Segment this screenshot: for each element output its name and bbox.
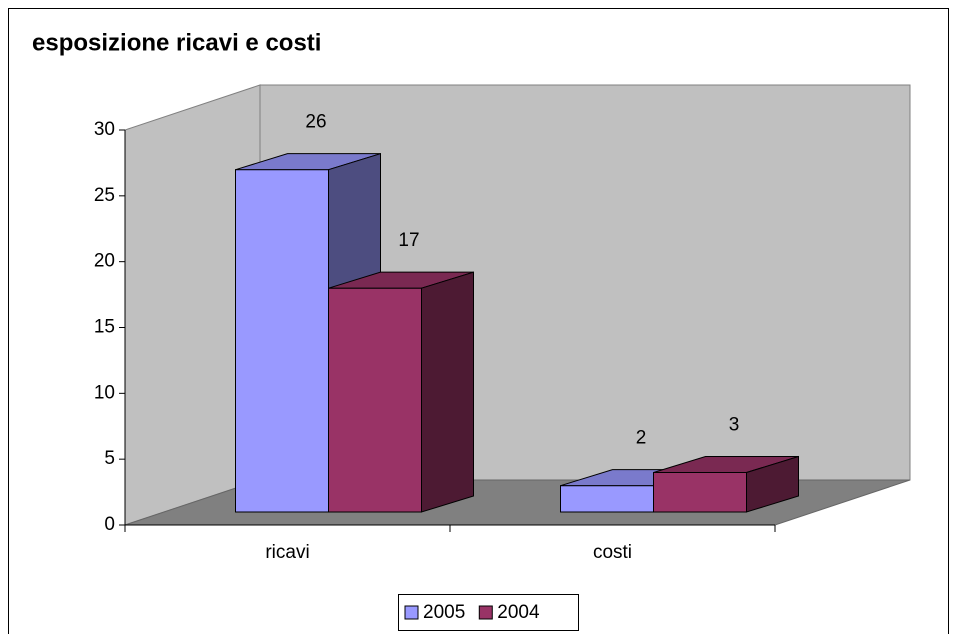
y-tick-label: 30	[94, 119, 115, 140]
bar-front	[560, 485, 654, 513]
legend-label: 2005	[423, 602, 465, 623]
data-label: 26	[305, 112, 326, 133]
legend-label: 2004	[497, 602, 540, 623]
x-tick-label: costi	[593, 542, 632, 563]
data-label: 17	[398, 230, 419, 251]
y-tick-label: 0	[104, 514, 115, 535]
bar-side	[746, 455, 799, 513]
y-tick-label: 20	[94, 251, 115, 272]
chart-title: esposizione ricavi e costi	[32, 29, 321, 56]
y-tick-label: 5	[104, 448, 115, 469]
bar-front	[653, 472, 747, 513]
data-label: 2	[636, 428, 647, 449]
y-tick-label: 25	[94, 185, 115, 206]
legend-swatch	[404, 605, 419, 620]
bar-front	[235, 169, 329, 513]
x-tick-label: ricavi	[265, 542, 309, 563]
legend-swatch	[478, 605, 493, 620]
bar-side	[421, 271, 474, 513]
y-tick-label: 15	[94, 317, 115, 338]
data-label: 3	[729, 415, 740, 436]
y-tick-label: 10	[94, 382, 115, 403]
bar-front	[328, 287, 422, 513]
